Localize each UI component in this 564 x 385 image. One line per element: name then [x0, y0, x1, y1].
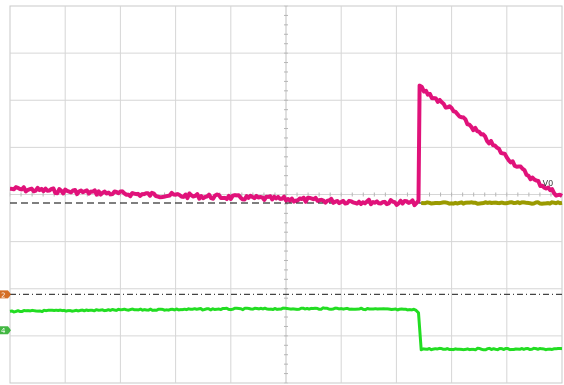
series-trace — [9, 306, 563, 352]
channel-marker-label: 2 — [1, 291, 5, 299]
channel-marker-label: 4 — [1, 327, 6, 335]
series-trace — [421, 200, 563, 206]
traces — [9, 83, 564, 352]
annotation-label: V0 — [543, 179, 554, 188]
channel-marker — [0, 326, 11, 335]
channel-markers: 24 — [0, 290, 11, 335]
channel-marker — [0, 290, 11, 299]
reference-lines — [10, 202, 562, 296]
series-trace — [9, 83, 564, 208]
annotations: V0 — [543, 179, 554, 188]
